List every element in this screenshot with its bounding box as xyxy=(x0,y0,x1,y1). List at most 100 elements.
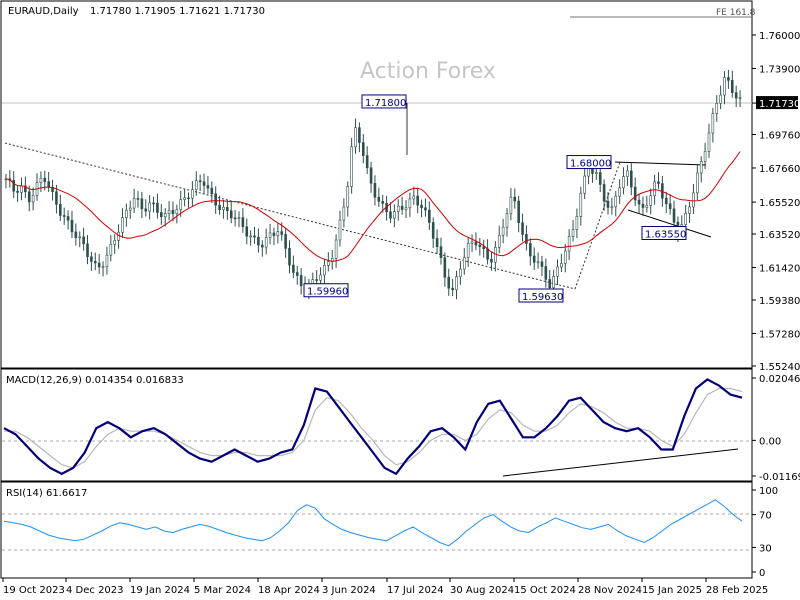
candle-body xyxy=(509,196,513,215)
candle-body xyxy=(396,205,400,212)
candle-body xyxy=(12,180,16,192)
candle-body xyxy=(346,186,350,208)
candle-body xyxy=(229,210,233,219)
candle-body xyxy=(299,275,303,287)
candle-body xyxy=(198,180,202,182)
annotation-label: 1.59630 xyxy=(522,292,563,303)
time-tick-label: 19 Jan 2024 xyxy=(130,585,190,596)
candle-body xyxy=(342,206,346,221)
time-tick-label: 19 Oct 2023 xyxy=(3,585,65,596)
macd-title: MACD(12,26,9) 0.014354 0.016833 xyxy=(6,375,184,386)
candle-body xyxy=(323,265,326,276)
candle-body xyxy=(560,262,563,268)
candle-body xyxy=(194,180,198,190)
candle-body xyxy=(237,217,241,219)
moving-average-line xyxy=(5,151,741,262)
annotation-box xyxy=(641,226,687,241)
candle-body xyxy=(459,268,462,277)
candle-body xyxy=(20,185,23,193)
macd-signal-line xyxy=(4,387,743,469)
candle-body xyxy=(163,213,167,218)
candle-body xyxy=(575,215,579,230)
price-tick-label: 1.55240 xyxy=(759,362,800,373)
candle-body xyxy=(420,204,423,209)
candle-body xyxy=(610,206,614,209)
price-tick-label: 1.67660 xyxy=(759,164,800,175)
swing-line-up xyxy=(574,161,621,290)
candle-body xyxy=(451,287,454,291)
candle-body xyxy=(327,261,330,266)
candle-body xyxy=(109,243,113,256)
candle-body xyxy=(280,231,284,235)
candle-body xyxy=(257,236,260,246)
header-ohlc: 1.71780 1.71905 1.71621 1.71730 xyxy=(90,6,265,17)
annotations: 1.71800 1.59960 1.68000 1.63550 1.59630 xyxy=(303,94,687,303)
candle-body xyxy=(428,209,431,223)
candle-body xyxy=(412,195,416,200)
candle-body xyxy=(152,202,155,205)
time-tick-label: 15 Jan 2025 xyxy=(642,585,702,596)
rsi-title: RSI(14) 61.6617 xyxy=(6,488,87,499)
candle-body xyxy=(175,209,179,215)
macd-tick-label: 0.02046 xyxy=(759,374,800,385)
macd-trendline xyxy=(502,448,739,477)
candle-body xyxy=(404,207,408,210)
candle-body xyxy=(657,181,660,184)
candle-body xyxy=(66,216,70,221)
price-panel-border xyxy=(0,0,753,369)
candle-body xyxy=(696,172,699,194)
candle-body xyxy=(82,236,85,245)
rsi-line xyxy=(3,499,743,547)
candle-body xyxy=(443,257,447,278)
price-tick-label: 1.71730 xyxy=(759,99,800,110)
candle-body xyxy=(486,248,489,260)
candle-body xyxy=(373,183,377,198)
candle-body xyxy=(466,242,470,258)
candle-body xyxy=(295,272,299,276)
candle-body xyxy=(738,97,742,99)
price-tick-label: 1.57280 xyxy=(759,329,800,340)
candle-body xyxy=(361,142,365,156)
candle-body xyxy=(556,266,559,277)
candle-body xyxy=(521,222,524,235)
candle-body xyxy=(74,231,78,238)
candle-body xyxy=(544,266,548,280)
triangle-lower-line xyxy=(627,209,712,238)
candle-body xyxy=(260,244,264,248)
candle-body xyxy=(571,229,575,237)
candle-body xyxy=(136,198,140,200)
candle-body xyxy=(478,244,482,247)
candle-body xyxy=(707,132,711,152)
candle-body xyxy=(377,196,381,202)
candle-body xyxy=(435,238,439,248)
candle-body xyxy=(567,235,571,252)
candle-body xyxy=(715,103,719,114)
candle-body xyxy=(587,168,590,177)
candle-body xyxy=(602,184,606,202)
time-tick-label: 4 Dec 2023 xyxy=(66,585,124,596)
candle-body xyxy=(292,264,295,273)
candle-body xyxy=(27,191,31,203)
candle-body xyxy=(59,204,62,216)
candle-body xyxy=(167,209,171,214)
candle-body xyxy=(645,205,649,208)
candle-body xyxy=(128,207,132,211)
candle-body xyxy=(633,186,637,201)
candle-body xyxy=(354,127,357,148)
candle-body xyxy=(536,261,540,264)
candle-body xyxy=(408,198,412,209)
candle-body xyxy=(78,236,82,239)
price-tick-label: 1.69760 xyxy=(759,130,800,141)
candle-body xyxy=(389,211,392,219)
candle-body xyxy=(734,92,738,99)
candle-body xyxy=(606,200,610,208)
candle-body xyxy=(505,213,509,228)
candle-body xyxy=(62,215,66,217)
candle-body xyxy=(284,234,287,249)
candle-body xyxy=(439,246,443,258)
candle-body xyxy=(16,190,19,193)
candle-body xyxy=(719,94,722,104)
candle-body xyxy=(121,217,124,233)
candle-body xyxy=(206,185,210,189)
candle-body xyxy=(249,235,252,238)
